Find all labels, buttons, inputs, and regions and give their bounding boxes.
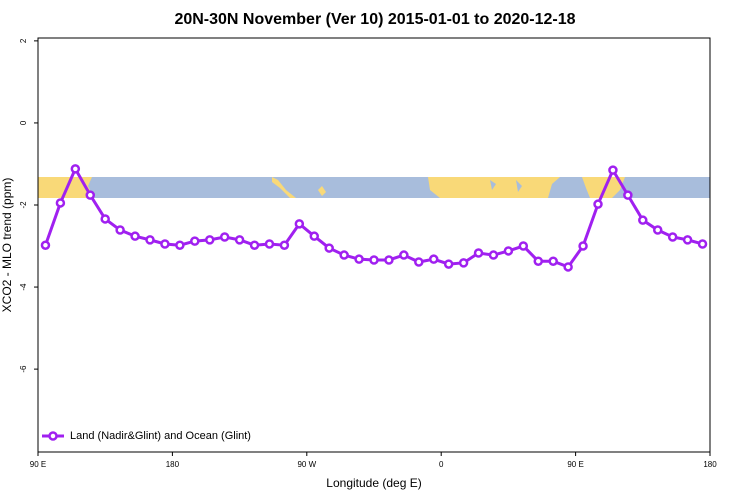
data-point [309, 231, 320, 241]
legend-label: Land (Nadir&Glint) and Ocean (Glint) [70, 430, 251, 442]
data-point [264, 239, 275, 249]
data-point [324, 243, 334, 253]
data-point [40, 240, 51, 250]
chart-title: 20N-30N November (Ver 10) 2015-01-01 to … [174, 11, 575, 28]
data-point [55, 198, 66, 208]
data-point [339, 250, 349, 260]
data-point [488, 250, 499, 260]
data-point [652, 225, 663, 235]
data-point [219, 232, 230, 242]
data-point [70, 164, 81, 174]
data-point [458, 258, 469, 268]
y-axis-label: XCO2 - MLO trend (ppm) [0, 178, 14, 313]
data-point [638, 215, 648, 225]
data-point [294, 219, 305, 229]
data-point [608, 165, 618, 175]
data-point [443, 259, 454, 269]
data-point [234, 235, 245, 245]
data-point [414, 257, 424, 267]
x-tick-label: 90 E [30, 460, 46, 469]
data-point [85, 190, 96, 200]
y-tick-label: 0 [19, 120, 28, 125]
y-tick-label: -2 [19, 201, 28, 209]
data-point [428, 254, 439, 264]
data-point [175, 240, 185, 250]
data-point [190, 236, 200, 246]
x-tick-label: 0 [439, 460, 444, 469]
x-tick-label: 180 [166, 460, 180, 469]
data-point [682, 235, 693, 245]
data-point [473, 248, 484, 258]
data-point [593, 199, 603, 209]
data-point [667, 232, 678, 242]
data-point [384, 255, 394, 265]
data-point [548, 256, 558, 266]
data-point [100, 214, 110, 224]
x-axis-label: Longitude (deg E) [326, 476, 421, 490]
x-tick-label: 90 W [297, 460, 316, 469]
data-point [563, 262, 573, 272]
data-point [623, 190, 633, 200]
data-point [160, 239, 170, 249]
legend-marker [48, 431, 58, 441]
data-point [518, 241, 529, 251]
plot-frame [37, 37, 711, 453]
data-point [145, 235, 155, 245]
data-point [399, 250, 409, 260]
x-tick-label: 90 E [567, 460, 583, 469]
data-point [249, 240, 260, 250]
data-point [533, 256, 544, 266]
map-strip [38, 177, 710, 198]
data-point [115, 225, 125, 235]
data-point [279, 240, 290, 250]
x-tick-label: 180 [703, 460, 717, 469]
data-point [204, 235, 215, 245]
y-tick-label: 2 [19, 38, 28, 43]
data-point [130, 231, 140, 241]
data-point [503, 246, 514, 256]
y-tick-label: -6 [19, 365, 28, 373]
data-point [578, 241, 588, 251]
y-tick-label: -4 [19, 283, 28, 291]
data-point [697, 239, 708, 249]
data-point [369, 255, 379, 265]
data-point [354, 254, 364, 264]
